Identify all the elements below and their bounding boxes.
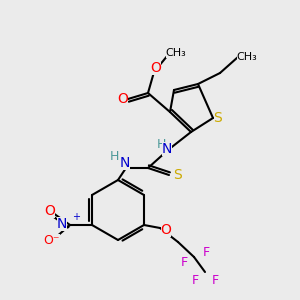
Text: O: O	[45, 204, 56, 218]
Text: S: S	[172, 168, 182, 182]
Text: O: O	[151, 61, 161, 75]
Text: +: +	[72, 212, 80, 222]
Text: H: H	[156, 137, 166, 151]
Text: H: H	[109, 149, 119, 163]
Text: CH₃: CH₃	[166, 48, 186, 58]
Text: F: F	[191, 274, 199, 286]
Text: F: F	[202, 245, 210, 259]
Text: F: F	[212, 274, 219, 286]
Text: N: N	[120, 156, 130, 170]
Text: N: N	[162, 142, 172, 156]
Text: N: N	[57, 217, 67, 231]
Text: CH₃: CH₃	[237, 52, 257, 62]
Text: F: F	[180, 256, 188, 268]
Text: S: S	[214, 111, 222, 125]
Text: O: O	[118, 92, 128, 106]
Text: O: O	[160, 223, 171, 237]
Text: O⁻: O⁻	[44, 233, 60, 247]
